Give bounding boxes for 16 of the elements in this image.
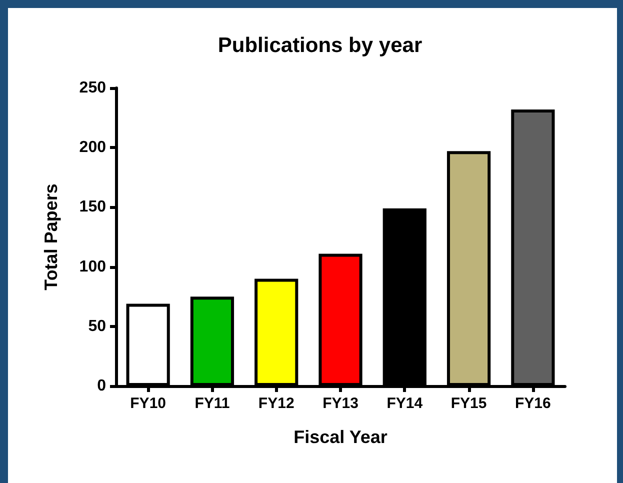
y-tick-label: 200 [79, 139, 106, 156]
y-tick-label: 100 [79, 258, 106, 276]
y-tick-label: 250 [79, 80, 106, 96]
x-tick-label: FY15 [450, 395, 487, 412]
y-tick-label: 0 [97, 378, 106, 394]
y-axis-title: Total Papers [41, 184, 61, 290]
x-tick-label: FY14 [386, 395, 424, 412]
x-tick-label: FY11 [194, 395, 230, 412]
x-tick-label: FY10 [130, 395, 166, 412]
y-tick-label: 150 [79, 198, 106, 216]
x-axis-title: Fiscal Year [294, 427, 388, 447]
y-tick-label: 50 [88, 318, 106, 335]
chart-title: Publications by year [218, 34, 422, 57]
x-tick-label: FY12 [258, 395, 294, 412]
x-tick-label: FY13 [322, 395, 358, 412]
x-tick-label: FY16 [515, 395, 551, 412]
